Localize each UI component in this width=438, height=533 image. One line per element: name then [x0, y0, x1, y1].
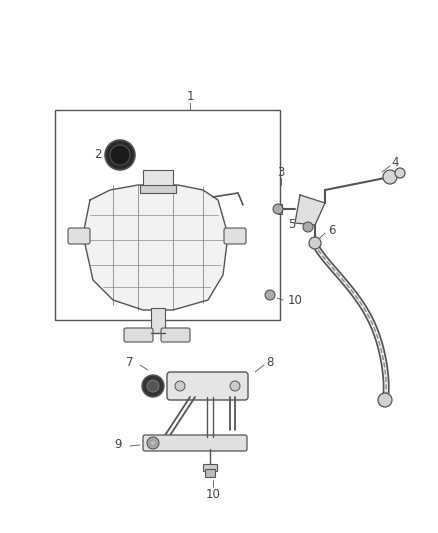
Circle shape: [378, 393, 392, 407]
FancyBboxPatch shape: [143, 435, 247, 451]
Circle shape: [395, 168, 405, 178]
Bar: [203, 464, 217, 471]
Bar: [143, 170, 173, 190]
Text: 10: 10: [288, 294, 302, 306]
Bar: [278, 204, 282, 214]
FancyBboxPatch shape: [167, 372, 248, 400]
Circle shape: [147, 380, 159, 392]
Bar: [55, 110, 280, 320]
Text: 6: 6: [328, 223, 336, 237]
Text: 9: 9: [114, 439, 122, 451]
Polygon shape: [83, 185, 228, 310]
Circle shape: [142, 375, 164, 397]
Bar: [140, 185, 176, 193]
Text: 3: 3: [277, 166, 285, 179]
Text: 8: 8: [266, 356, 274, 368]
Circle shape: [303, 222, 313, 232]
Circle shape: [150, 440, 156, 446]
Circle shape: [383, 170, 397, 184]
Text: 2: 2: [94, 149, 102, 161]
Text: 10: 10: [205, 489, 220, 502]
Bar: [205, 469, 215, 477]
Circle shape: [175, 381, 185, 391]
Circle shape: [230, 381, 240, 391]
Circle shape: [110, 145, 130, 165]
Text: 4: 4: [391, 156, 399, 168]
Text: 5: 5: [288, 219, 296, 231]
FancyBboxPatch shape: [68, 228, 90, 244]
FancyBboxPatch shape: [161, 328, 190, 342]
Circle shape: [273, 204, 283, 214]
Circle shape: [309, 237, 321, 249]
Bar: [151, 308, 165, 333]
FancyBboxPatch shape: [124, 328, 153, 342]
Circle shape: [147, 437, 159, 449]
Polygon shape: [295, 195, 325, 225]
Circle shape: [105, 140, 135, 170]
Circle shape: [265, 290, 275, 300]
Text: 1: 1: [186, 91, 194, 103]
FancyBboxPatch shape: [224, 228, 246, 244]
Text: 7: 7: [126, 356, 134, 368]
